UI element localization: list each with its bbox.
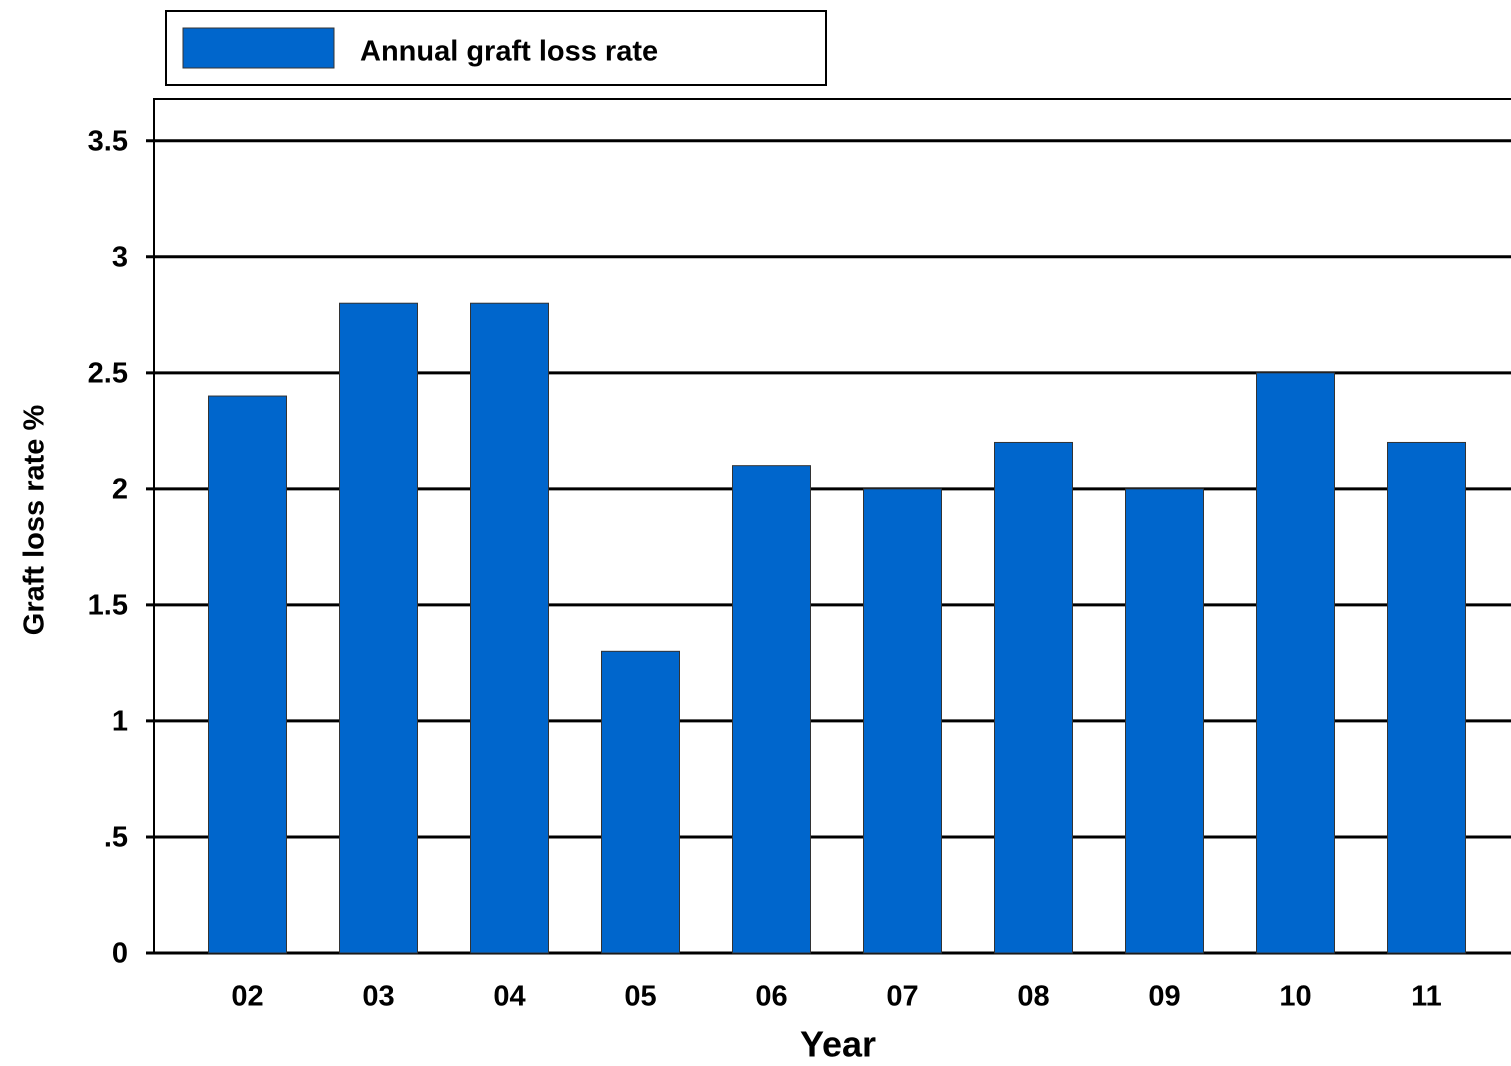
x-tick-label: 10 — [1279, 981, 1311, 1013]
legend-swatch — [182, 27, 335, 69]
y-axis-label: Graft loss rate % — [19, 405, 51, 636]
x-tick-label: 02 — [231, 981, 263, 1013]
x-tick-label: 08 — [1017, 981, 1049, 1013]
x-tick-label: 03 — [362, 981, 394, 1013]
bar — [994, 441, 1073, 954]
bar — [1387, 441, 1466, 954]
legend — [165, 10, 827, 86]
x-tick-label: 09 — [1148, 981, 1180, 1013]
x-tick-label: 04 — [493, 981, 525, 1013]
bar — [208, 395, 287, 954]
bar — [601, 650, 680, 954]
bar — [732, 465, 811, 954]
y-tick-label: 2.5 — [88, 357, 128, 389]
x-tick-label: 06 — [755, 981, 787, 1013]
x-tick-label: 11 — [1411, 981, 1442, 1013]
y-tick-label: .5 — [104, 822, 128, 854]
legend-label: Annual graft loss rate — [360, 36, 658, 68]
bar — [470, 302, 549, 954]
x-tick-label: 07 — [886, 981, 918, 1013]
bar — [339, 302, 418, 954]
x-tick-label: 05 — [624, 981, 656, 1013]
bar — [1125, 488, 1204, 954]
bar — [863, 488, 942, 954]
y-tick-label: 1 — [112, 706, 128, 738]
y-tick-label: 2 — [112, 474, 128, 506]
bar — [1256, 372, 1335, 954]
x-axis-label: Year — [800, 1024, 876, 1065]
y-tick-label: 3 — [112, 241, 128, 273]
y-tick-label: 0 — [112, 938, 128, 970]
y-tick-label: 3.5 — [88, 125, 128, 157]
y-tick-label: 1.5 — [88, 590, 128, 622]
